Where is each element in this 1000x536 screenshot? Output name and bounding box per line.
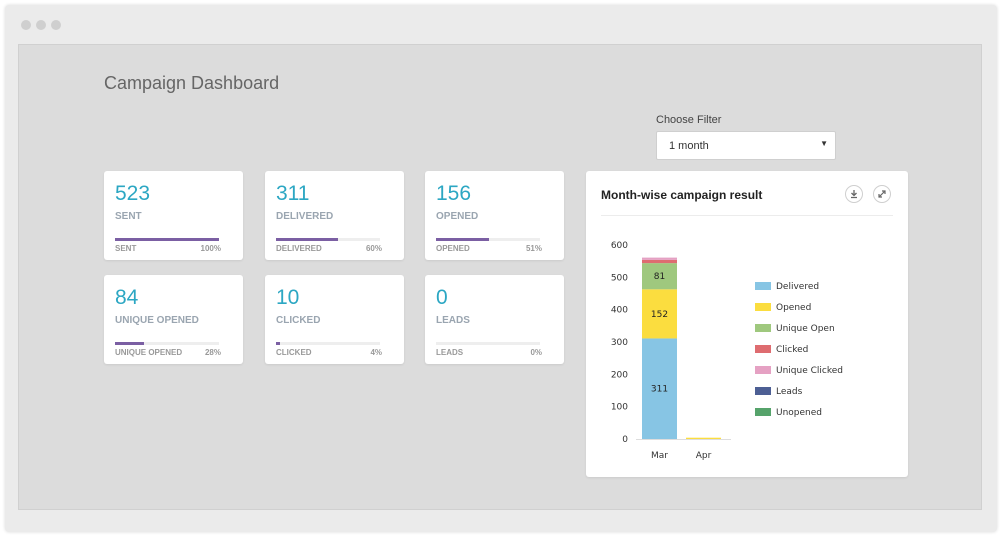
download-button[interactable] — [845, 185, 863, 203]
progress-track — [436, 342, 540, 345]
bar-data-label: 311 — [651, 385, 668, 395]
progress-label: UNIQUE OPENED — [115, 348, 183, 357]
y-tick-label: 200 — [611, 370, 628, 380]
progress-track — [436, 238, 540, 241]
chart-panel: Month-wise campaign result 0 100 200 300 400… — [586, 171, 908, 477]
stat-label: OPENED — [436, 211, 479, 222]
x-tick-label: Apr — [696, 451, 712, 461]
legend-swatch — [755, 303, 771, 311]
filter-label: Choose Filter — [656, 114, 722, 126]
bar-segment — [686, 437, 721, 439]
progress-track — [115, 342, 219, 345]
stacked-bar-chart: 0 100 200 300 400 500 600 311 152 81 Mar Apr Deliver… — [611, 241, 843, 461]
progress-label: SENT — [115, 244, 137, 253]
dashboard-canvas: Campaign Dashboard Choose Filter 1 month… — [18, 44, 982, 510]
window-dot-icon[interactable] — [21, 20, 31, 30]
y-tick-label: 500 — [611, 273, 628, 283]
stat-value: 10 — [276, 286, 300, 309]
progress-percent: 100% — [200, 244, 221, 253]
progress-fill — [115, 238, 219, 241]
progress-percent: 60% — [365, 244, 382, 253]
stat-value: 311 — [276, 182, 310, 205]
stat-label: LEADS — [436, 315, 470, 326]
legend-swatch — [755, 345, 771, 353]
legend-swatch — [755, 387, 771, 395]
legend-label: Leads — [776, 387, 803, 397]
stat-value: 0 — [436, 286, 448, 309]
filter-selected-value: 1 month — [669, 140, 709, 152]
caret-down-icon: ▼ — [820, 139, 828, 148]
window-dot-icon[interactable] — [51, 20, 61, 30]
bar-segment — [642, 257, 677, 260]
progress-percent: 4% — [370, 348, 382, 357]
progress-track — [276, 238, 380, 241]
bar-data-label: 81 — [654, 272, 665, 282]
expand-icon — [878, 190, 886, 198]
stat-label: DELIVERED — [276, 211, 334, 222]
progress-fill — [276, 342, 281, 345]
chart-divider — [601, 215, 893, 216]
bar-segment — [642, 259, 677, 264]
legend-swatch — [755, 324, 771, 332]
stat-card-opened: 156 OPENED OPENED 51% — [425, 171, 564, 260]
progress-fill — [276, 238, 339, 241]
progress-label: LEADS — [436, 348, 464, 357]
progress-fill — [115, 342, 145, 345]
y-tick-label: 600 — [611, 241, 628, 251]
y-tick-label: 100 — [611, 403, 628, 413]
stat-label: CLICKED — [276, 315, 321, 326]
chart-title: Month-wise campaign result — [601, 188, 763, 202]
stat-card-clicked: 10 CLICKED CLICKED 4% — [265, 275, 404, 364]
legend-swatch — [755, 408, 771, 416]
bar-segment — [642, 289, 677, 339]
progress-percent: 28% — [204, 348, 221, 357]
bar-data-label: 152 — [651, 310, 668, 320]
stat-label: UNIQUE OPENED — [115, 315, 199, 326]
window-controls — [21, 20, 61, 30]
legend-label: Delivered — [776, 282, 819, 292]
legend-swatch — [755, 282, 771, 290]
y-tick-label: 400 — [611, 306, 628, 316]
stat-card-delivered: 311 DELIVERED DELIVERED 60% — [265, 171, 404, 260]
legend-label: Unopened — [776, 408, 822, 418]
legend-label: Unique Clicked — [776, 366, 843, 376]
bar-segment — [642, 338, 677, 439]
x-tick-label: Mar — [651, 451, 668, 461]
progress-label: CLICKED — [276, 348, 312, 357]
progress-fill — [436, 238, 490, 241]
stat-card-sent: 523 SENT SENT 100% — [104, 171, 243, 260]
progress-track — [115, 238, 219, 241]
browser-window: Campaign Dashboard Choose Filter 1 month… — [5, 5, 997, 532]
stat-value: 156 — [436, 182, 472, 205]
stat-card-leads: 0 LEADS LEADS 0% — [425, 275, 564, 364]
legend-label: Opened — [776, 303, 811, 313]
download-icon — [851, 190, 857, 199]
y-tick-label: 300 — [611, 338, 628, 348]
page-title: Campaign Dashboard — [104, 73, 280, 93]
progress-percent: 0% — [530, 348, 542, 357]
progress-label: DELIVERED — [276, 244, 322, 253]
stat-card-unique-opened: 84 UNIQUE OPENED UNIQUE OPENED 28% — [104, 275, 243, 364]
legend-label: Unique Open — [776, 324, 835, 334]
stat-value: 84 — [115, 286, 139, 309]
stat-value: 523 — [115, 182, 151, 205]
y-tick-label: 0 — [622, 435, 628, 445]
legend-label: Clicked — [776, 345, 808, 355]
filter-select[interactable]: 1 month ▼ — [656, 131, 836, 160]
bar-segment — [642, 263, 677, 290]
stat-label: SENT — [115, 211, 142, 222]
progress-label: OPENED — [436, 244, 470, 253]
expand-button[interactable] — [873, 185, 891, 203]
progress-percent: 51% — [525, 244, 542, 253]
progress-track — [276, 342, 380, 345]
window-dot-icon[interactable] — [36, 20, 46, 30]
legend-swatch — [755, 366, 771, 374]
